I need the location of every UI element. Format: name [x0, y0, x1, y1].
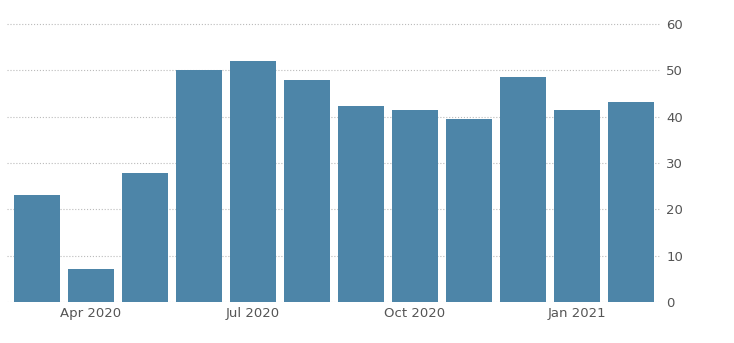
- Bar: [554, 110, 600, 302]
- Bar: [500, 78, 546, 302]
- Bar: [338, 106, 384, 302]
- Bar: [284, 80, 330, 302]
- Bar: [122, 173, 168, 302]
- Bar: [392, 110, 438, 302]
- Bar: [68, 269, 114, 302]
- Bar: [446, 119, 492, 302]
- Bar: [608, 102, 654, 302]
- Bar: [176, 70, 222, 302]
- Bar: [14, 196, 60, 302]
- Bar: [230, 61, 276, 302]
